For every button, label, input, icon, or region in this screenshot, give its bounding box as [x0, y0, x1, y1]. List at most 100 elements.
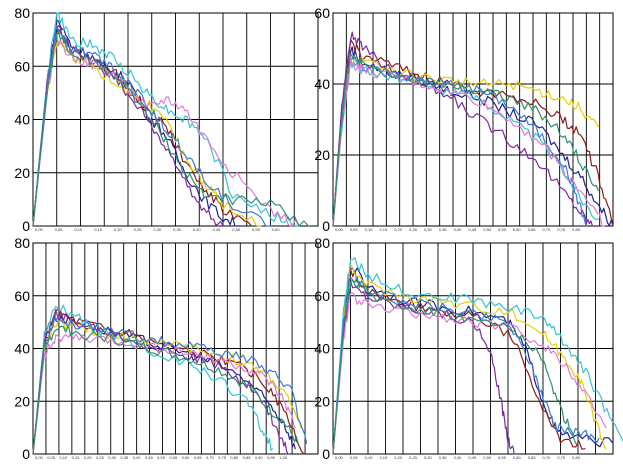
x-tick-label: 0,40 [193, 227, 202, 232]
x-tick-label: 0,50 [157, 455, 166, 460]
series-line [32, 31, 310, 227]
y-tick-label: 40 [14, 112, 30, 128]
x-tick-label: 0,35 [121, 455, 130, 460]
x-tick-label: 0,20 [114, 227, 123, 232]
x-tick-label: 0,80 [230, 455, 239, 460]
x-tick-label: 0,05 [47, 455, 56, 460]
x-tick-label: 0,45 [468, 455, 477, 460]
x-tick-label: 0,15 [379, 227, 388, 232]
x-tick-label: 0,05 [55, 227, 64, 232]
x-tick-label: 0,70 [206, 455, 215, 460]
x-tick-label: 0,00 [335, 227, 344, 232]
plot-area [332, 12, 614, 227]
series-line [32, 304, 273, 455]
series-line [32, 25, 272, 227]
x-tick-label: 0,25 [409, 455, 418, 460]
y-tick-label: 80 [314, 235, 330, 251]
x-tick-label: 0,85 [243, 455, 252, 460]
x-tick-label: 0,05 [350, 455, 359, 460]
y-tick-label: 0 [322, 446, 330, 462]
series-line [32, 33, 300, 227]
series-line [332, 31, 593, 227]
x-tick-label: 0,20 [394, 227, 403, 232]
x-tick-label: 0,60 [513, 455, 522, 460]
y-tick-label: 0 [22, 218, 30, 234]
y-tick-label: 60 [14, 288, 30, 304]
x-tick-label: 0,25 [96, 455, 105, 460]
x-tick-label: 1,00 [279, 455, 288, 460]
y-tick-label: 40 [314, 341, 330, 357]
x-tick-label: 0,60 [513, 227, 522, 232]
x-tick-label: 0,05 [350, 227, 359, 232]
y-tick-label: 80 [14, 5, 30, 21]
x-tick-label: 0,75 [557, 227, 566, 232]
x-tick-label: 0,60 [272, 227, 281, 232]
y-tick-label: 0 [22, 446, 30, 462]
x-tick-label: 0,15 [72, 455, 81, 460]
series-line [332, 292, 607, 455]
x-tick-label: 0,40 [454, 455, 463, 460]
y-tick-label: 60 [314, 5, 330, 21]
x-tick-label: 0,15 [94, 227, 103, 232]
series-line [32, 309, 291, 455]
y-tick-label: 20 [14, 393, 30, 409]
x-tick-label: 0,30 [424, 455, 433, 460]
x-tick-label: 0,55 [498, 455, 507, 460]
x-tick-label: 0,55 [169, 455, 178, 460]
y-tick-label: 20 [314, 147, 330, 163]
y-tick-label: 20 [14, 165, 30, 181]
x-tick-label: 0,65 [194, 455, 203, 460]
x-tick-label: 0,40 [454, 227, 463, 232]
x-tick-label: 0,95 [267, 455, 276, 460]
x-tick-label: 0,00 [335, 455, 344, 460]
x-tick-label: 0,50 [483, 227, 492, 232]
y-tick-label: 60 [14, 58, 30, 74]
x-tick-label: 0,75 [218, 455, 227, 460]
x-tick-label: 0,30 [153, 227, 162, 232]
x-tick-label: 0,30 [108, 455, 117, 460]
x-tick-label: 0,10 [365, 455, 374, 460]
chart-panel-2: 0 20 40 60 0,00 0,05 0,10 0,15 0,20 0,25 0,30 0,35 0… [314, 5, 614, 234]
x-tick-label: 0,50 [232, 227, 241, 232]
x-tick-label: 0,45 [145, 455, 154, 460]
x-tick-label: 0,50 [483, 455, 492, 460]
series-line [332, 257, 623, 455]
x-tick-label: 0,20 [394, 455, 403, 460]
x-tick-label: 0,70 [543, 227, 552, 232]
series-line [32, 12, 300, 227]
x-tick-label: 0,30 [424, 227, 433, 232]
x-tick-label: 0,10 [74, 227, 83, 232]
series-line [332, 46, 614, 227]
series-line [332, 57, 605, 227]
x-tick-label: 0,15 [379, 455, 388, 460]
x-tick-label: 0,40 [133, 455, 142, 460]
x-tick-label: 0,10 [59, 455, 68, 460]
x-tick-label: 0,55 [252, 227, 261, 232]
y-tick-label: 60 [314, 288, 330, 304]
x-tick-label: 0,60 [182, 455, 191, 460]
chart-panel-4: 0 20 40 60 80 0,00 0,05 0,10 0,15 0,20 0,25 0,30 0,3… [314, 235, 623, 462]
x-tick-label: 0,65 [528, 227, 537, 232]
series-line [332, 279, 579, 455]
series-line [332, 276, 600, 455]
y-tick-label: 40 [314, 76, 330, 92]
x-tick-label: 0,80 [572, 227, 581, 232]
series-line [32, 332, 296, 455]
x-tick-label: 0,20 [84, 455, 93, 460]
y-tick-label: 20 [314, 393, 330, 409]
x-tick-label: 0,90 [255, 455, 264, 460]
x-tick-label: 0,35 [173, 227, 182, 232]
x-tick-label: 0,45 [213, 227, 222, 232]
series-line [332, 53, 599, 227]
x-tick-label: 0,80 [572, 455, 581, 460]
series-line [32, 324, 299, 455]
y-tick-label: 80 [14, 235, 30, 251]
x-tick-label: 0,45 [468, 227, 477, 232]
y-tick-label: 0 [322, 218, 330, 234]
x-tick-label: 0,00 [35, 455, 44, 460]
x-tick-label: 0,70 [543, 455, 552, 460]
series-line [332, 38, 614, 227]
x-tick-label: 0,10 [365, 227, 374, 232]
x-tick-label: 0,25 [134, 227, 143, 232]
